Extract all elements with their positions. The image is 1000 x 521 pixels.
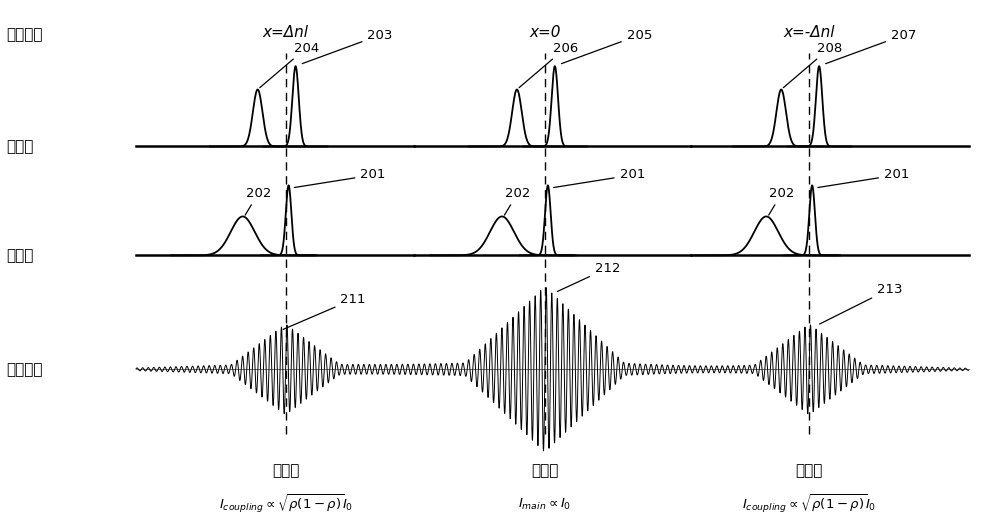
Text: 203: 203 (302, 29, 393, 64)
Text: 206: 206 (519, 42, 578, 88)
Text: 201: 201 (294, 168, 386, 188)
Text: 201: 201 (818, 168, 909, 188)
Text: 次极大: 次极大 (272, 463, 299, 478)
Text: 202: 202 (245, 187, 271, 215)
Text: x=0: x=0 (529, 25, 561, 40)
Text: 干涉信号: 干涉信号 (6, 362, 43, 377)
Text: 次极大: 次极大 (795, 463, 823, 478)
Text: $I_{coupling} \propto \sqrt{\rho(1-\rho)}I_0$: $I_{coupling} \propto \sqrt{\rho(1-\rho)… (742, 493, 876, 515)
Text: 主极大: 主极大 (531, 463, 559, 478)
Text: 208: 208 (783, 42, 842, 88)
Text: $I_{coupling} \propto \sqrt{\rho(1-\rho)}I_0$: $I_{coupling} \propto \sqrt{\rho(1-\rho)… (219, 493, 353, 515)
Text: 211: 211 (283, 293, 366, 329)
Text: $I_{main} \propto I_0$: $I_{main} \propto I_0$ (518, 497, 571, 512)
Text: 212: 212 (557, 262, 620, 291)
Text: 202: 202 (504, 187, 530, 215)
Text: 205: 205 (561, 29, 652, 64)
Text: 201: 201 (554, 168, 645, 188)
Text: x=Δnl: x=Δnl (263, 25, 309, 40)
Text: 213: 213 (820, 282, 902, 324)
Text: 202: 202 (769, 187, 795, 215)
Text: 扫描臂: 扫描臂 (6, 139, 34, 154)
Text: 207: 207 (826, 29, 916, 64)
Text: 204: 204 (260, 42, 319, 88)
Text: 固定臂: 固定臂 (6, 248, 34, 263)
Text: x=-Δnl: x=-Δnl (783, 25, 835, 40)
Text: 扫描光程: 扫描光程 (6, 28, 43, 43)
